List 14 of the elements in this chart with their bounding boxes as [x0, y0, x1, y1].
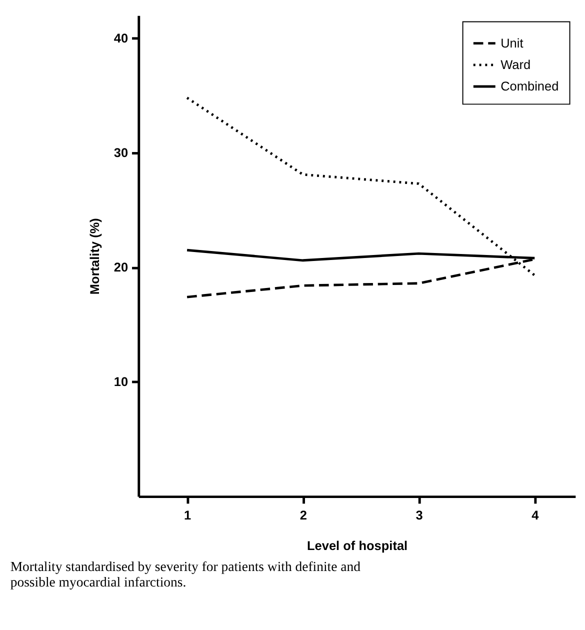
legend-label: Ward [500, 56, 531, 72]
y-tick-label: 40 [114, 30, 128, 46]
x-axis-title: Level of hospital [306, 538, 408, 553]
x-tick-label: 2 [300, 507, 307, 522]
y-tick-label: 30 [114, 145, 128, 160]
x-tick-label: 3 [416, 507, 423, 522]
y-tick-label: 20 [114, 260, 128, 275]
legend-label: Unit [500, 35, 524, 50]
x-tick-label: 4 [532, 507, 540, 522]
x-tick-label: 1 [184, 507, 192, 522]
y-axis-title: Mortality (%) [87, 218, 102, 295]
y-tick-label: 10 [114, 374, 128, 390]
text: Mortality standardised by severity for patients with definite and possible myocardial infarctions. [10, 558, 361, 590]
legend-label: Combined [500, 78, 559, 94]
